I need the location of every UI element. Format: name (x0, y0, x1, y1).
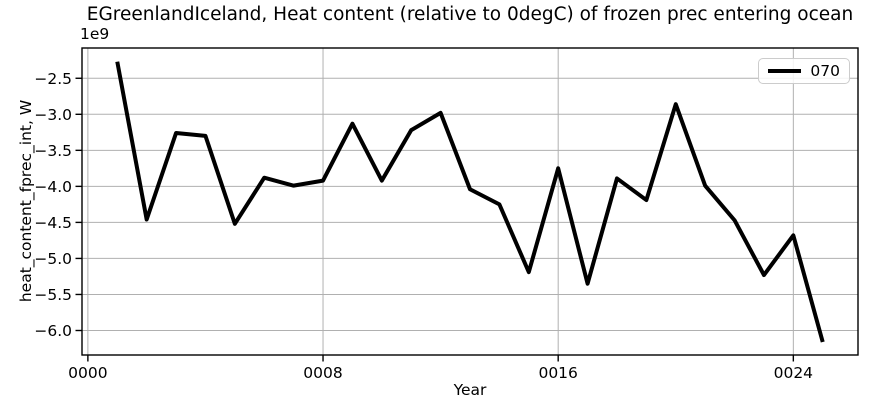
y-tick-label: −4.5 (34, 214, 72, 232)
data-line-070 (115, 61, 825, 343)
x-tick-label: 0024 (774, 364, 813, 382)
y-tick-label: −4.0 (34, 178, 72, 196)
y-tick-label: −2.5 (34, 70, 72, 88)
y-tick-label: −5.0 (34, 250, 72, 268)
x-tick-label: 0000 (68, 364, 107, 382)
legend-line-sample-icon (768, 69, 802, 73)
y-tick-label: −5.5 (34, 286, 72, 304)
chart-title: EGreenlandIceland, Heat content (relativ… (86, 4, 854, 25)
y-tick-label: −3.5 (34, 142, 72, 160)
y-tick-label: −3.0 (34, 106, 72, 124)
x-axis-label: Year (453, 381, 487, 399)
plot-border (81, 47, 859, 356)
legend-box: 070 (758, 58, 850, 84)
y-tick-label: −6.0 (34, 322, 72, 340)
x-tick-label: 0016 (538, 364, 577, 382)
legend-entry-label: 070 (810, 62, 840, 80)
x-tick-label: 0008 (303, 364, 342, 382)
y-axis-offset-label: 1e9 (80, 25, 110, 43)
